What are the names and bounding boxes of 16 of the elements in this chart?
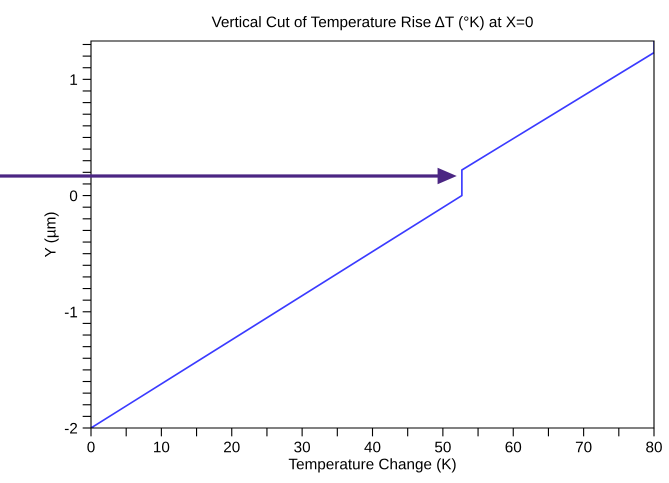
x-tick-label: 50 — [434, 442, 451, 452]
x-tick-label: 20 — [224, 442, 240, 452]
x-tick-label: 10 — [154, 442, 170, 452]
y-tick-label: -2 — [64, 422, 78, 434]
y-tick-label: 1 — [70, 74, 78, 85]
x-tick-label: 40 — [364, 442, 380, 452]
y-tick-label: -1 — [64, 306, 78, 318]
x-tick-label: 30 — [294, 442, 310, 452]
x-tick-label: 60 — [506, 442, 522, 452]
x-axis-title: Temperature Change (K) — [288, 458, 456, 472]
y-tick-label: 0 — [70, 190, 78, 202]
y-axis-title: Y (µm) — [44, 212, 59, 258]
x-tick-label: 80 — [646, 442, 662, 452]
x-tick-label: 70 — [576, 442, 592, 452]
chart-title: Vertical Cut of Temperature Rise ΔT (°K) at X=0 — [212, 16, 533, 30]
x-tick-label: 0 — [87, 442, 95, 452]
